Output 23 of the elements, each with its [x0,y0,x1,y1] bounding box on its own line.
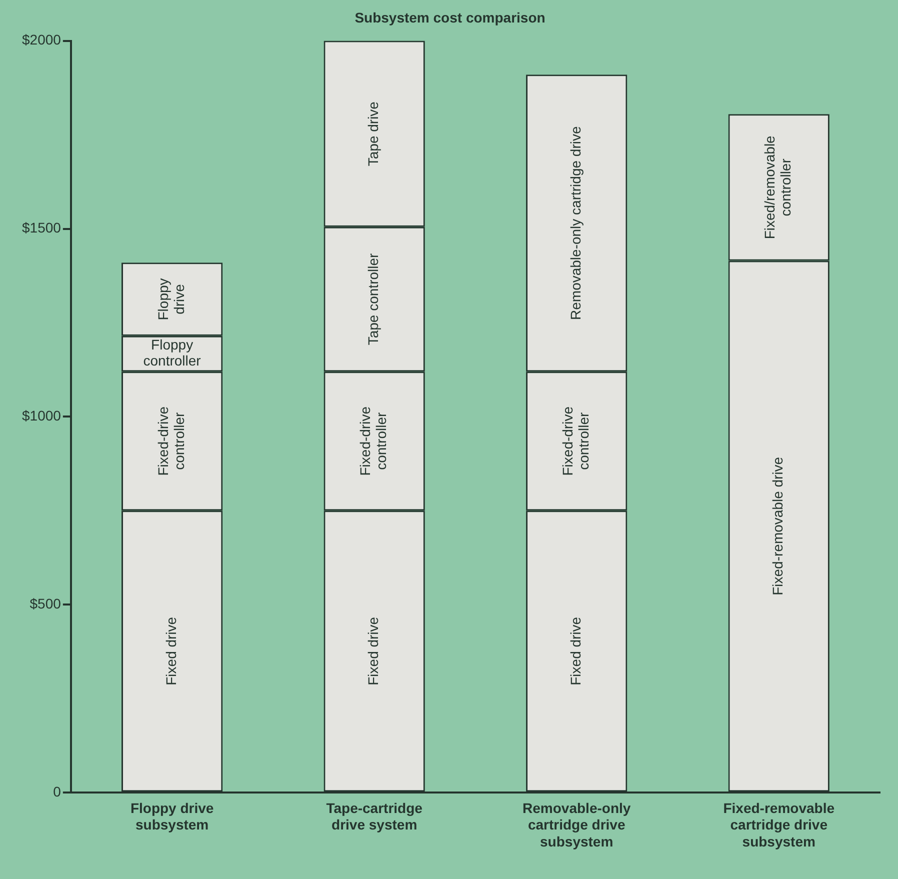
series-label: Fixed/removable controller [762,135,794,240]
y-tick-label: $1500 [22,220,62,236]
chart-title: Subsystem cost comparison [354,9,546,26]
series-label: Tape drive [365,101,382,166]
text: Fixed-drive controller [559,406,592,476]
x-tick-label: Tape-cartridge drive system [326,800,423,833]
text: Fixed-drive controller [357,406,390,476]
x-tick-label: Fixed-removable cartridge drive subsystem [723,800,835,850]
y-tick-label: 0 [53,783,62,800]
series-label: Floppy drive [154,278,187,320]
series-label: Floppy controller [143,336,202,369]
text: Fixed drive [567,616,584,686]
text: Fixed drive [365,616,382,686]
y-tick-label: $2000 [22,32,62,48]
x-tick-label: Floppy drive subsystem [130,800,214,833]
y-tick-label: $1000 [22,408,62,424]
series-label: Fixed-removable drive [770,456,786,596]
series-label: Removable-only cartridge drive [567,126,584,320]
series-label: Fixed drive [162,616,179,686]
y-tick-label: $500 [30,596,62,612]
series-label: Tape controller [365,252,382,346]
x-tick-label: Removable-only cartridge drive subsystem [522,800,631,850]
series-label: Fixed-drive controller [154,406,187,476]
